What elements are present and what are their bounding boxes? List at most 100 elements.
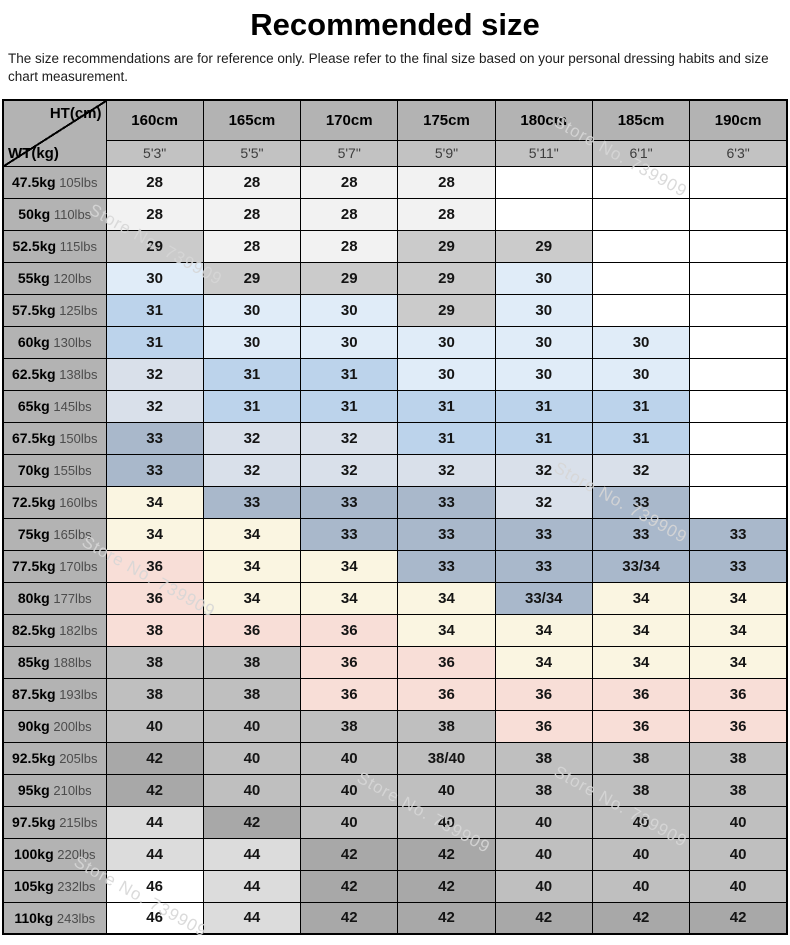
size-cell: 40 <box>494 869 593 903</box>
size-cell: 40 <box>494 837 593 871</box>
weight-kg-label: 52.5kg <box>12 238 57 254</box>
col-header-ft: 5'5" <box>202 139 302 167</box>
weight-kg-label: 72.5kg <box>11 494 56 510</box>
table-row: 77.5kg 170lbs 36 34 34 33 33 33/34 33 <box>2 549 788 583</box>
weight-kg-label: 95kg <box>17 782 50 798</box>
size-cell-empty <box>494 165 593 199</box>
size-cell: 33 <box>105 453 204 487</box>
size-cell: 44 <box>105 805 204 839</box>
weight-kg-label: 57.5kg <box>11 302 56 318</box>
weight-kg-label: 110kg <box>14 909 54 926</box>
size-cell-empty <box>689 357 788 391</box>
row-header-weight: 70kg 155lbs <box>2 453 107 487</box>
size-cell: 34 <box>591 613 691 647</box>
header-row-cm: HT(cm) WT(kg) 160cm 165cm 170cm 175cm 180cm 1… <box>2 99 788 167</box>
row-header-weight: 100kg 220lbs <box>2 837 107 871</box>
table-row: 47.5kg 105lbs 28 28 28 28 <box>2 165 788 199</box>
weight-lbs-label: 110lbs <box>50 207 92 222</box>
weight-lbs-label: 177lbs <box>49 591 92 606</box>
table-row: 87.5kg 193lbs 38 38 36 36 36 36 36 <box>2 677 788 711</box>
size-cell: 34 <box>591 581 691 615</box>
col-header-ft: 5'11" <box>494 139 593 167</box>
size-cell: 32 <box>494 453 593 487</box>
row-header-weight: 72.5kg 160lbs <box>2 485 107 519</box>
size-cell: 44 <box>202 869 302 903</box>
size-cell: 31 <box>591 389 691 423</box>
weight-lbs-label: 160lbs <box>55 495 98 510</box>
size-cell: 30 <box>300 293 399 327</box>
size-cell: 30 <box>494 325 593 359</box>
size-cell: 34 <box>202 581 302 615</box>
size-cell: 31 <box>494 389 593 423</box>
table-row: 92.5kg 205lbs 42 40 40 38/40 38 38 38 <box>2 741 788 775</box>
size-cell: 32 <box>105 357 204 391</box>
size-cell: 33 <box>689 517 788 551</box>
size-cell: 33 <box>300 485 399 519</box>
weight-kg-label: 87.5kg <box>11 686 56 702</box>
size-cell: 34 <box>591 645 691 679</box>
weight-lbs-label: 243lbs <box>53 910 96 926</box>
weight-kg-label: 50kg <box>18 206 51 222</box>
size-table-body: 47.5kg 105lbs 28 28 28 28 50kg 110lbs 28 28 28 28… <box>2 165 788 935</box>
size-cell: 36 <box>300 677 399 711</box>
size-cell: 33 <box>591 485 691 519</box>
size-cell: 33 <box>494 549 593 583</box>
size-cell-empty <box>689 165 788 199</box>
size-cell: 30 <box>591 325 691 359</box>
size-cell: 36 <box>300 613 399 647</box>
size-cell: 40 <box>300 741 399 775</box>
size-cell: 29 <box>300 261 399 295</box>
table-row: 50kg 110lbs 28 28 28 28 <box>2 197 788 231</box>
size-cell: 32 <box>494 485 593 519</box>
size-cell: 34 <box>105 485 204 519</box>
weight-lbs-label: 120lbs <box>49 271 92 286</box>
row-header-weight: 75kg 165lbs <box>2 517 107 551</box>
size-cell: 32 <box>300 421 399 455</box>
size-cell: 30 <box>591 357 691 391</box>
weight-lbs-label: 155lbs <box>49 463 92 478</box>
size-cell: 38 <box>591 741 691 775</box>
col-header-cm: 165cm <box>202 99 302 141</box>
size-cell-empty <box>689 453 788 487</box>
col-header-ft: 6'1" <box>591 139 691 167</box>
row-header-weight: 60kg 130lbs <box>2 325 107 359</box>
size-cell-empty <box>591 293 691 327</box>
size-cell: 33/34 <box>494 581 593 615</box>
size-cell: 40 <box>591 837 691 871</box>
size-cell-empty <box>689 421 788 455</box>
col-header-cm: 185cm <box>591 99 691 141</box>
corner-cell: HT(cm) WT(kg) <box>2 99 107 167</box>
size-cell: 34 <box>300 549 399 583</box>
size-cell: 42 <box>689 901 788 935</box>
header-row-ft: 5'3" 5'5" 5'7" 5'9" 5'11" 6'1" 6'3" <box>3 139 788 167</box>
size-cell: 29 <box>397 261 496 295</box>
weight-lbs-label: 205lbs <box>55 751 98 766</box>
size-cell: 28 <box>105 165 204 199</box>
size-cell: 46 <box>105 901 204 935</box>
weight-kg-label: 55kg <box>17 270 50 286</box>
table-row: 97.5kg 215lbs 44 42 40 40 40 40 40 <box>2 805 788 839</box>
weight-lbs-label: 182lbs <box>55 623 98 638</box>
size-cell-empty <box>591 229 691 263</box>
size-cell: 28 <box>202 197 302 231</box>
size-cell: 31 <box>300 389 399 423</box>
table-row: 57.5kg 125lbs 31 30 30 29 30 <box>2 293 788 327</box>
table-row: 90kg 200lbs 40 40 38 38 36 36 36 <box>2 709 788 743</box>
size-cell: 30 <box>105 261 204 295</box>
table-row: 55kg 120lbs 30 29 29 29 30 <box>2 261 788 295</box>
size-cell: 36 <box>300 645 399 679</box>
weight-lbs-label: 232lbs <box>53 879 96 894</box>
size-cell: 28 <box>202 165 302 199</box>
size-cell: 33 <box>300 517 399 551</box>
size-cell: 36 <box>105 549 204 583</box>
col-header-cm: 175cm <box>397 99 496 141</box>
size-cell: 42 <box>397 869 496 903</box>
height-axis-label: HT(cm) <box>49 105 102 122</box>
size-cell: 29 <box>202 261 302 295</box>
table-row: 100kg 220lbs 44 44 42 42 40 40 40 <box>2 837 788 871</box>
size-cell: 32 <box>202 453 302 487</box>
weight-kg-label: 75kg <box>17 526 50 542</box>
size-cell: 36 <box>689 677 788 711</box>
table-row: 85kg 188lbs 38 38 36 36 34 34 34 <box>2 645 788 679</box>
table-row: 67.5kg 150lbs 33 32 32 31 31 31 <box>2 421 788 455</box>
